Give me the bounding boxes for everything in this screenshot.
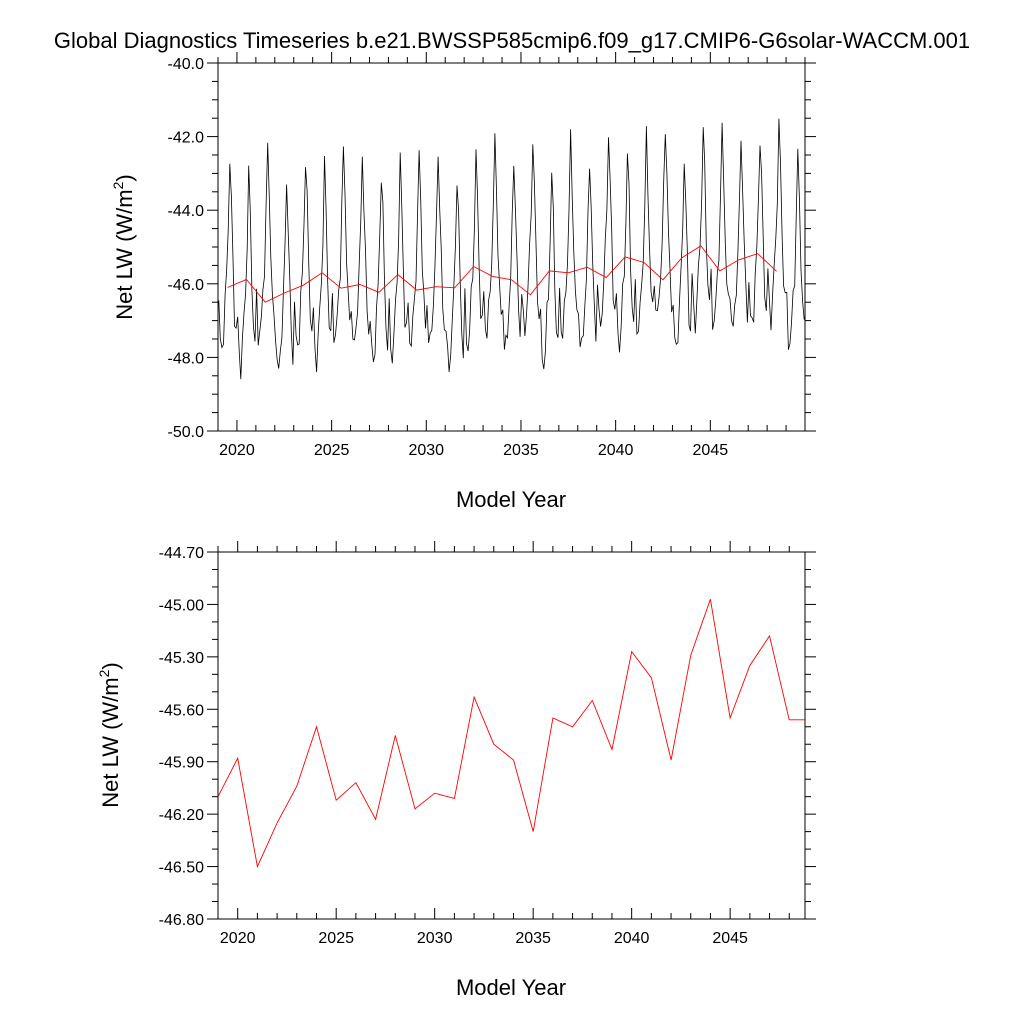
y-axis-label-top: Net LW (W/m2)	[110, 174, 137, 319]
y-tick-label: -46.50	[159, 860, 204, 877]
y-tick-label: -46.80	[159, 912, 204, 929]
monthly-series-line	[218, 118, 805, 380]
x-tick-label: 2045	[693, 442, 729, 459]
y-tick-label: -45.90	[159, 755, 204, 772]
y-tick-label: -42.0	[168, 130, 205, 147]
chart-panel-top: Model Year Net LW (W/m2) 2020 2025 2030 203…	[110, 52, 816, 512]
y-tick-label: -46.20	[159, 807, 204, 824]
x-tick-label: 2020	[220, 930, 256, 947]
x-tick-label: 2035	[515, 930, 551, 947]
x-tick-label: 2045	[712, 930, 748, 947]
annual-series-line	[218, 599, 805, 869]
x-tick-label: 2040	[614, 930, 650, 947]
y-tick-label: -45.60	[159, 702, 204, 719]
figure-title: Global Diagnostics Timeseries b.e21.BWSS…	[54, 28, 970, 53]
x-tick-label: 2020	[219, 442, 255, 459]
y-tick-label: -48.0	[168, 350, 205, 367]
x-tick-label: 2025	[318, 930, 354, 947]
x-axis-label-top: Model Year	[456, 487, 566, 512]
y-tick-label: -46.0	[168, 277, 205, 294]
y-axis-label-bottom: Net LW (W/m2)	[96, 662, 123, 807]
x-tick-label: 2035	[503, 442, 539, 459]
chart-panel-bottom: Model Year Net LW (W/m2) 2020 2025 2030 203…	[96, 541, 816, 1000]
x-axis-label-bottom: Model Year	[456, 975, 566, 1000]
y-tick-label: -45.30	[159, 650, 204, 667]
y-tick-label: -44.70	[159, 545, 204, 562]
y-tick-label: -50.0	[168, 424, 205, 441]
x-tick-label: 2030	[408, 442, 444, 459]
y-tick-label: -44.0	[168, 203, 205, 220]
x-tick-label: 2025	[314, 442, 350, 459]
annual-series-line	[227, 245, 777, 303]
plot-frame	[217, 551, 806, 920]
y-tick-label: -45.00	[159, 597, 204, 614]
x-tick-label: 2030	[417, 930, 453, 947]
x-tick-label: 2040	[598, 442, 634, 459]
y-tick-label: -40.0	[168, 56, 205, 73]
